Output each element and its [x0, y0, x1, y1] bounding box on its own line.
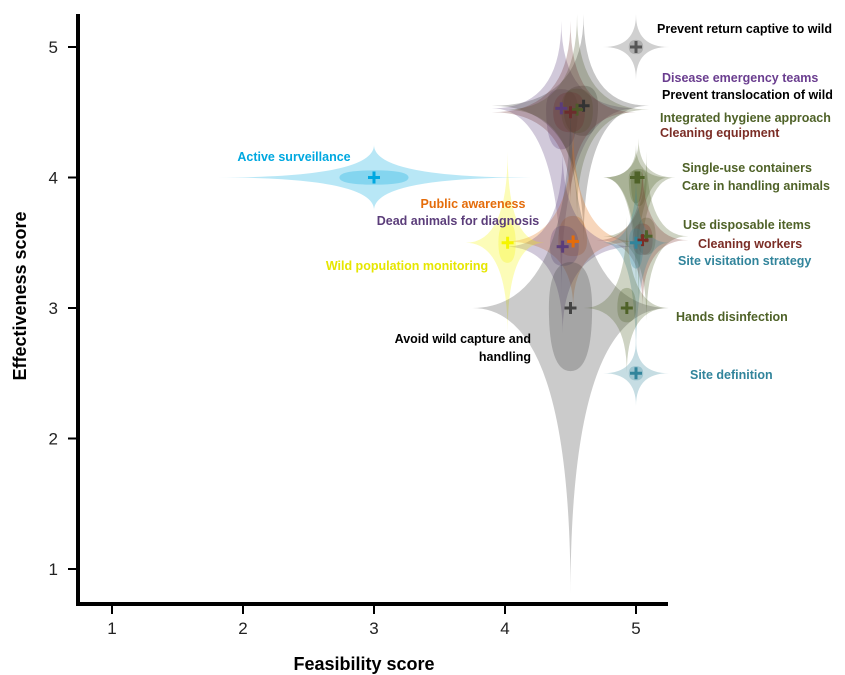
- point-marker: [577, 99, 590, 112]
- x-tick-label: 3: [369, 619, 378, 638]
- x-tick-label: 5: [631, 619, 640, 638]
- point-marker: [630, 236, 642, 249]
- point-marker: [564, 106, 577, 119]
- distribution-spikes: [583, 216, 669, 374]
- distribution-spikes: [491, 14, 650, 243]
- point-label: Public awareness: [421, 197, 526, 211]
- point-marker: [501, 236, 514, 249]
- point-label: Care in handling animals: [682, 179, 830, 193]
- distribution-body: [546, 89, 578, 150]
- point-marker: [571, 103, 584, 116]
- point-marker: [632, 171, 645, 184]
- point-marker: [630, 367, 642, 380]
- y-tick-label: 5: [49, 38, 58, 57]
- point-marker: [368, 171, 380, 184]
- point-label: Active surveillance: [237, 150, 350, 164]
- point-label: Single-use containers: [682, 161, 812, 175]
- point-marker: [620, 302, 633, 314]
- point-label: Site definition: [690, 368, 773, 382]
- x-axis-title: Feasibility score: [293, 654, 434, 674]
- point-marker: [636, 234, 649, 247]
- distribution-spikes: [491, 20, 636, 204]
- point-label: Wild population monitoring: [326, 259, 488, 273]
- point-marker: [630, 41, 642, 53]
- distribution-spikes: [505, 125, 636, 308]
- point-label: Use disposable items: [683, 218, 811, 232]
- point-label: Avoid wild capture and handling: [395, 332, 531, 364]
- y-tick-label: 1: [49, 560, 58, 579]
- distribution-spikes: [603, 138, 676, 308]
- point-label-line: Avoid wild capture and: [395, 332, 531, 346]
- y-tick-label: 4: [49, 169, 58, 188]
- point-markers: [368, 41, 653, 380]
- point-label-line: handling: [479, 350, 531, 364]
- point-labels: Prevent return captive to wild Disease em…: [237, 22, 833, 382]
- point-label: Cleaning equipment: [660, 126, 780, 140]
- x-tick-label: 4: [500, 619, 509, 638]
- point-label: Disease emergency teams: [662, 71, 818, 85]
- point-label: Integrated hygiene approach: [660, 111, 831, 125]
- point-label: Site visitation strategy: [678, 254, 811, 268]
- distribution-spikes: [491, 20, 636, 295]
- point-label: Prevent return captive to wild: [657, 22, 832, 36]
- y-tick-label: 3: [49, 299, 58, 318]
- axis-ticks: 1 2 3 4 5 1 2 3 4 5: [49, 38, 641, 638]
- distribution-spikes: [603, 177, 669, 361]
- point-label: Cleaning workers: [698, 237, 802, 251]
- x-tick-label: 1: [107, 619, 116, 638]
- point-label: Prevent translocation of wild: [662, 88, 833, 102]
- point-marker: [564, 302, 577, 314]
- distribution-shape: [491, 20, 636, 295]
- distribution-spikes: [472, 99, 669, 596]
- y-tick-label: 2: [49, 430, 58, 449]
- x-tick-label: 2: [238, 619, 247, 638]
- distribution-shapes: [216, 14, 689, 596]
- distribution-spikes: [603, 144, 669, 295]
- point-marker: [556, 240, 569, 253]
- point-label: Hands disinfection: [676, 310, 788, 324]
- y-axis-title: Effectiveness score: [10, 211, 30, 380]
- distribution-body: [548, 262, 593, 372]
- point-marker: [567, 235, 580, 248]
- point-marker: [555, 102, 568, 115]
- point-label: Dead animals for diagnosis: [377, 214, 540, 228]
- distribution-shape: [472, 99, 669, 596]
